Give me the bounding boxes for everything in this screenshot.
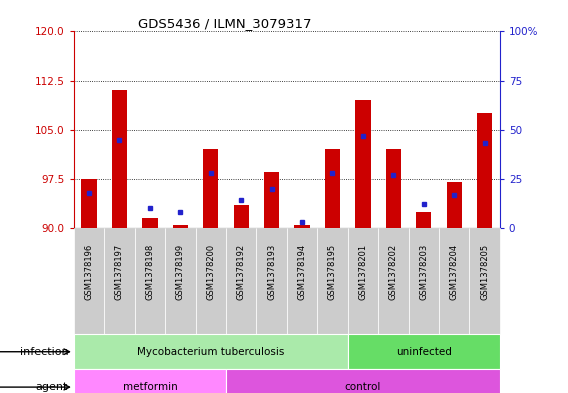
Text: GSM1378200: GSM1378200 xyxy=(206,244,215,300)
Text: metformin: metformin xyxy=(123,382,177,392)
FancyBboxPatch shape xyxy=(74,228,105,334)
FancyBboxPatch shape xyxy=(287,228,318,334)
Bar xyxy=(233,205,249,228)
Text: GSM1378196: GSM1378196 xyxy=(85,244,94,300)
Text: infection: infection xyxy=(19,347,68,357)
Text: agent: agent xyxy=(36,382,68,392)
Text: GSM1378193: GSM1378193 xyxy=(267,244,276,300)
Bar xyxy=(356,100,370,228)
Text: GSM1378202: GSM1378202 xyxy=(389,244,398,300)
FancyBboxPatch shape xyxy=(226,369,500,393)
Bar xyxy=(477,113,492,228)
Bar xyxy=(294,225,310,228)
Text: GSM1378197: GSM1378197 xyxy=(115,244,124,300)
FancyBboxPatch shape xyxy=(318,228,348,334)
Text: GSM1378194: GSM1378194 xyxy=(298,244,307,300)
FancyBboxPatch shape xyxy=(256,228,287,334)
Text: uninfected: uninfected xyxy=(396,347,452,357)
Bar xyxy=(173,225,188,228)
Bar xyxy=(264,172,279,228)
Text: GSM1378198: GSM1378198 xyxy=(145,244,154,300)
Text: GSM1378205: GSM1378205 xyxy=(480,244,489,300)
Text: Mycobacterium tuberculosis: Mycobacterium tuberculosis xyxy=(137,347,285,357)
FancyBboxPatch shape xyxy=(348,334,500,369)
Bar xyxy=(386,149,401,228)
Text: GDS5436 / ILMN_3079317: GDS5436 / ILMN_3079317 xyxy=(138,17,311,30)
FancyBboxPatch shape xyxy=(439,228,469,334)
FancyBboxPatch shape xyxy=(74,369,226,393)
FancyBboxPatch shape xyxy=(165,228,195,334)
Text: GSM1378199: GSM1378199 xyxy=(176,244,185,300)
FancyBboxPatch shape xyxy=(195,228,226,334)
Bar xyxy=(203,149,218,228)
FancyBboxPatch shape xyxy=(469,228,500,334)
Bar xyxy=(416,211,431,228)
FancyBboxPatch shape xyxy=(408,228,439,334)
Text: GSM1378195: GSM1378195 xyxy=(328,244,337,300)
FancyBboxPatch shape xyxy=(105,228,135,334)
Bar xyxy=(81,179,97,228)
Text: GSM1378203: GSM1378203 xyxy=(419,244,428,300)
Text: GSM1378192: GSM1378192 xyxy=(237,244,246,300)
FancyBboxPatch shape xyxy=(226,228,256,334)
Bar xyxy=(446,182,462,228)
FancyBboxPatch shape xyxy=(135,228,165,334)
FancyBboxPatch shape xyxy=(378,228,408,334)
Bar xyxy=(325,149,340,228)
Text: GSM1378201: GSM1378201 xyxy=(358,244,367,300)
Bar xyxy=(112,90,127,228)
Text: control: control xyxy=(345,382,381,392)
Text: GSM1378204: GSM1378204 xyxy=(450,244,459,300)
FancyBboxPatch shape xyxy=(74,334,348,369)
FancyBboxPatch shape xyxy=(348,228,378,334)
Bar xyxy=(143,218,157,228)
